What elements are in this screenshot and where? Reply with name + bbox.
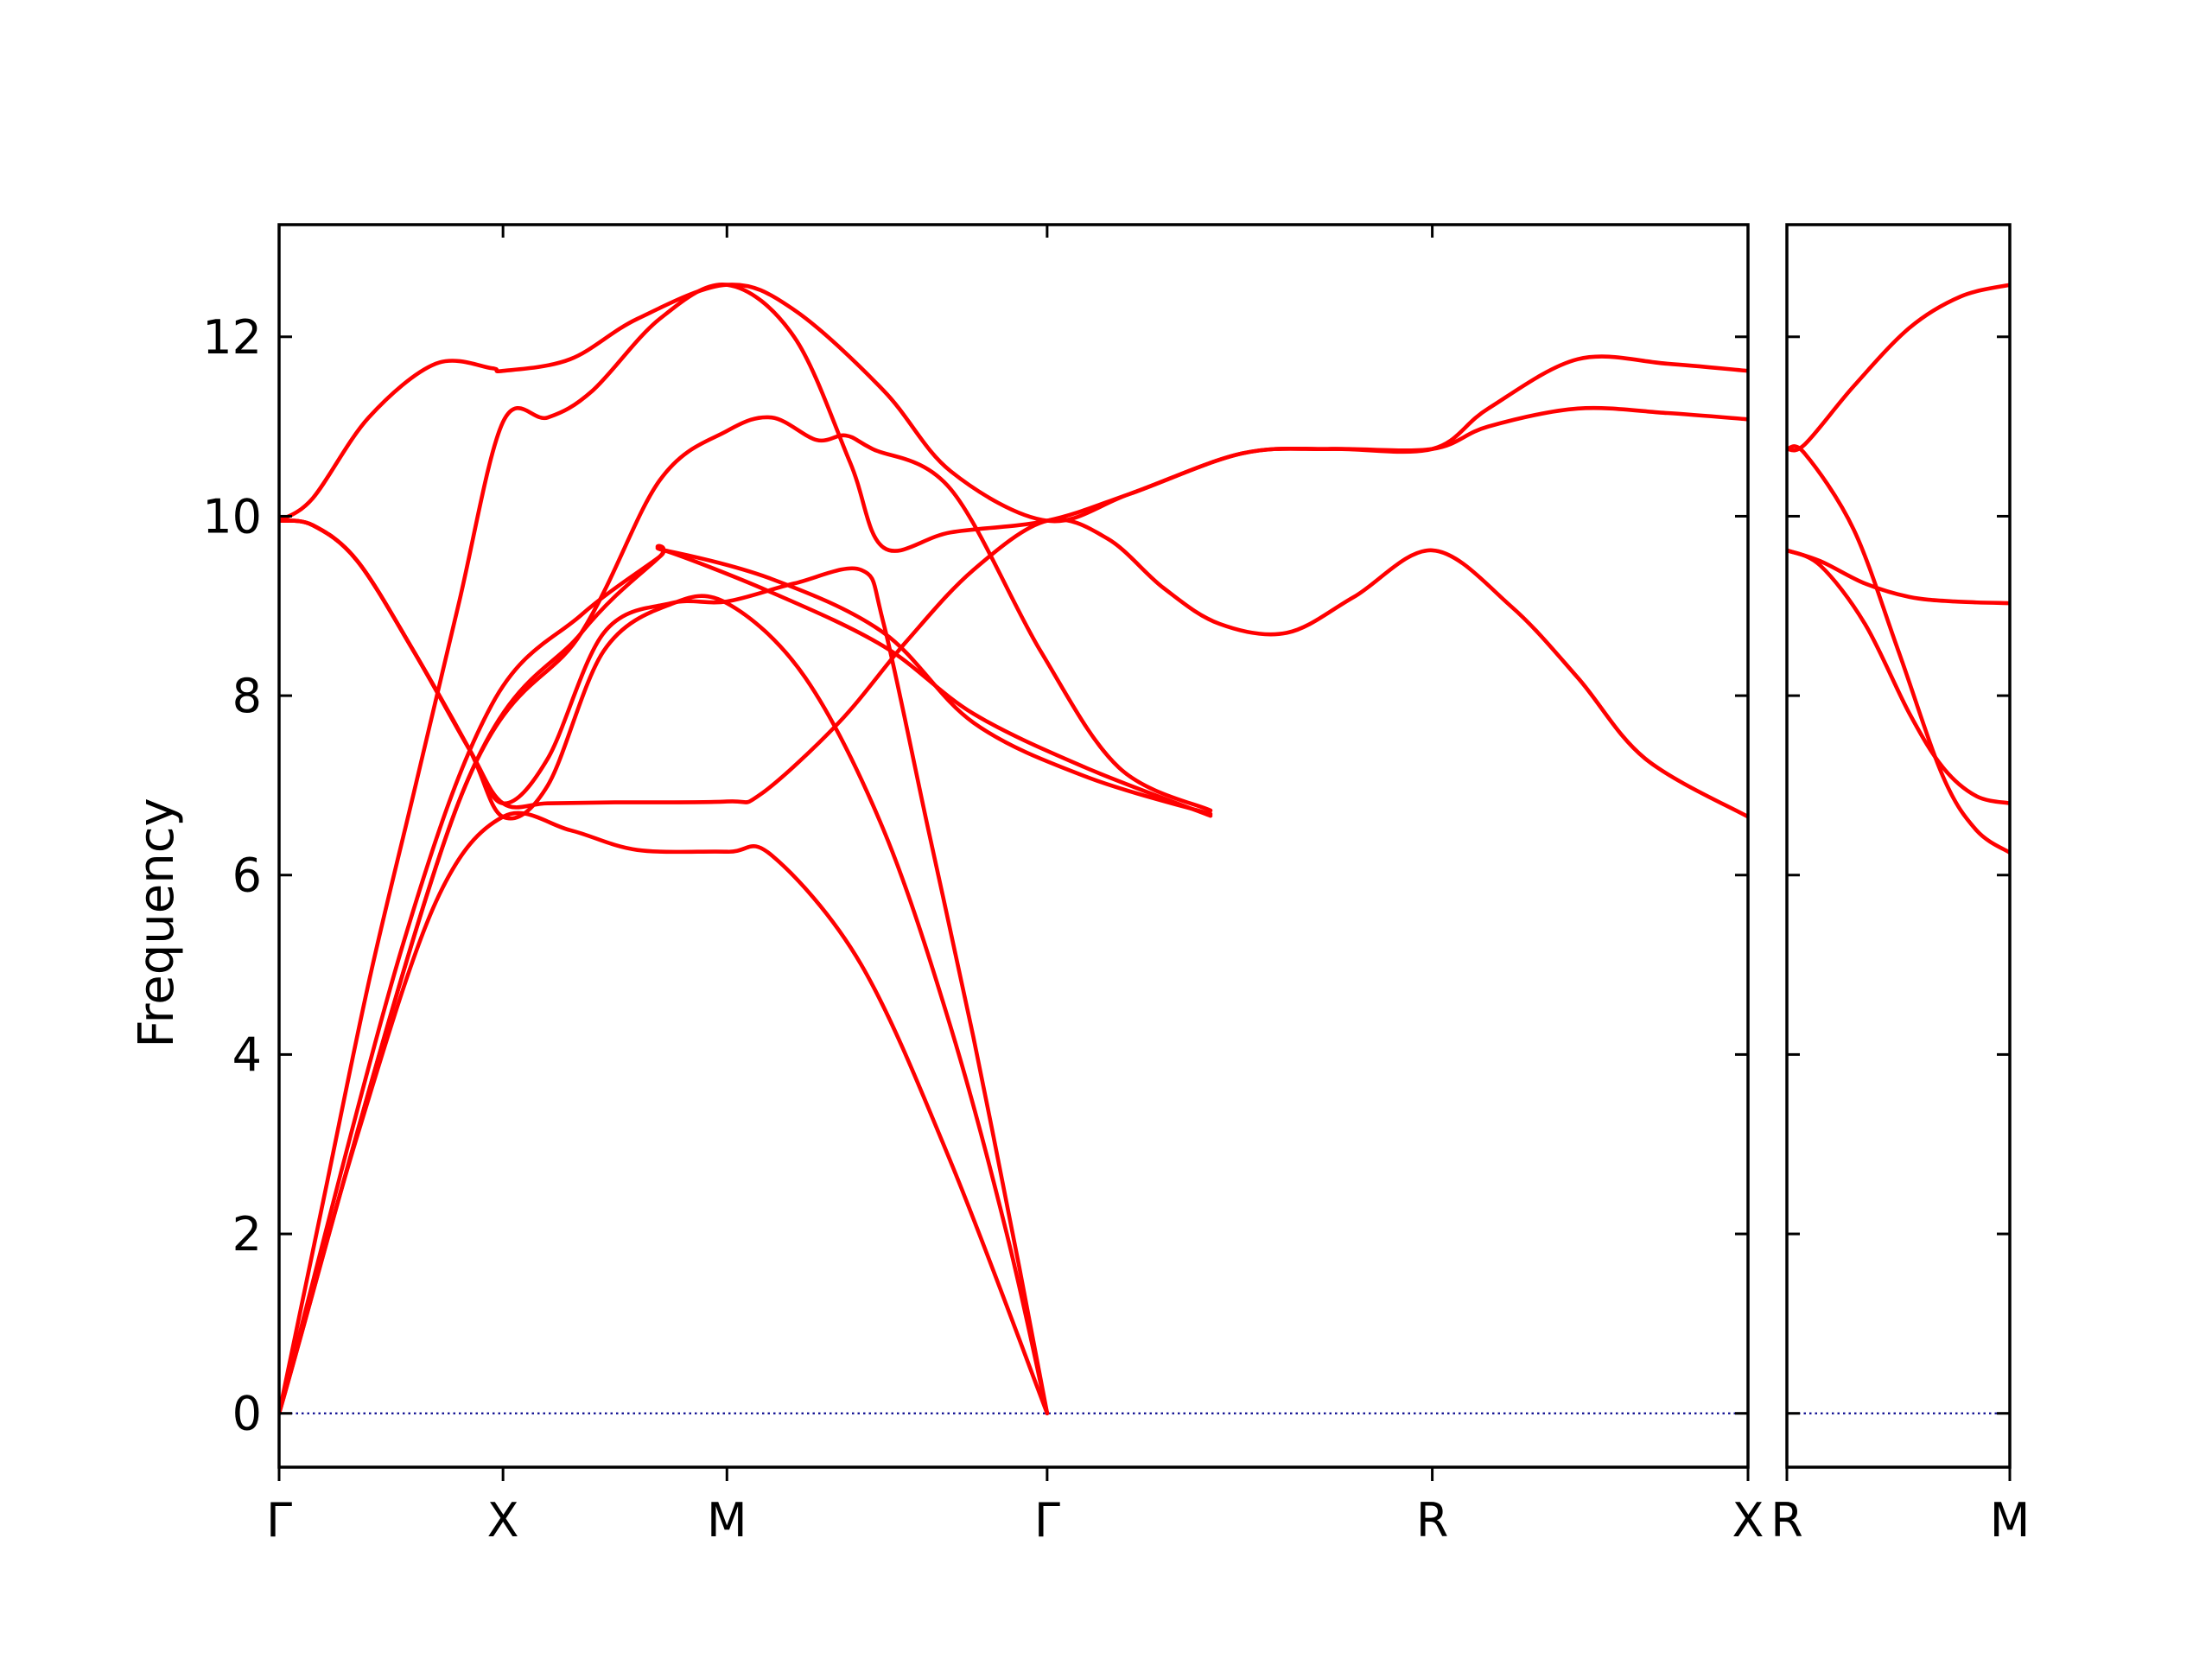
y-tick-label: 10 <box>202 489 262 543</box>
y-tick-label: 0 <box>232 1387 262 1441</box>
y-tick-label: 8 <box>232 669 262 723</box>
panel-frame <box>1785 223 2012 1469</box>
x-tick-label: Γ <box>266 1493 292 1548</box>
x-tick-label: M <box>1990 1493 2031 1548</box>
band-group <box>279 283 1748 1415</box>
x-tick-label: R <box>1416 1493 1449 1548</box>
panel-frame <box>277 223 1750 1469</box>
band-line-5 <box>279 283 1748 524</box>
x-tick-label: X <box>487 1493 519 1548</box>
band-line-9 <box>279 543 1213 1415</box>
y-tick-label: 4 <box>232 1027 262 1082</box>
x-tick-label: X <box>1732 1493 1764 1548</box>
band-group <box>1787 283 2010 855</box>
band-line-4 <box>1787 548 2010 606</box>
y-tick-label: 6 <box>232 849 262 903</box>
band-line-3 <box>1787 548 2010 805</box>
x-tick-label: M <box>707 1493 747 1548</box>
band-line-2 <box>1787 444 2010 855</box>
band-line-6 <box>279 518 1050 1415</box>
x-tick-label: R <box>1770 1493 1803 1548</box>
x-tick-label: Γ <box>1034 1493 1060 1548</box>
y-axis-label: Frequency <box>129 798 185 1047</box>
y-tick-label: 12 <box>202 310 262 365</box>
band-line-1 <box>279 810 1050 1415</box>
band-line-1 <box>1787 283 2010 453</box>
y-tick-label: 2 <box>232 1207 262 1262</box>
panel-1: 0 2 4 6 8 10 12 Γ X M Γ R X <box>202 223 1764 1548</box>
